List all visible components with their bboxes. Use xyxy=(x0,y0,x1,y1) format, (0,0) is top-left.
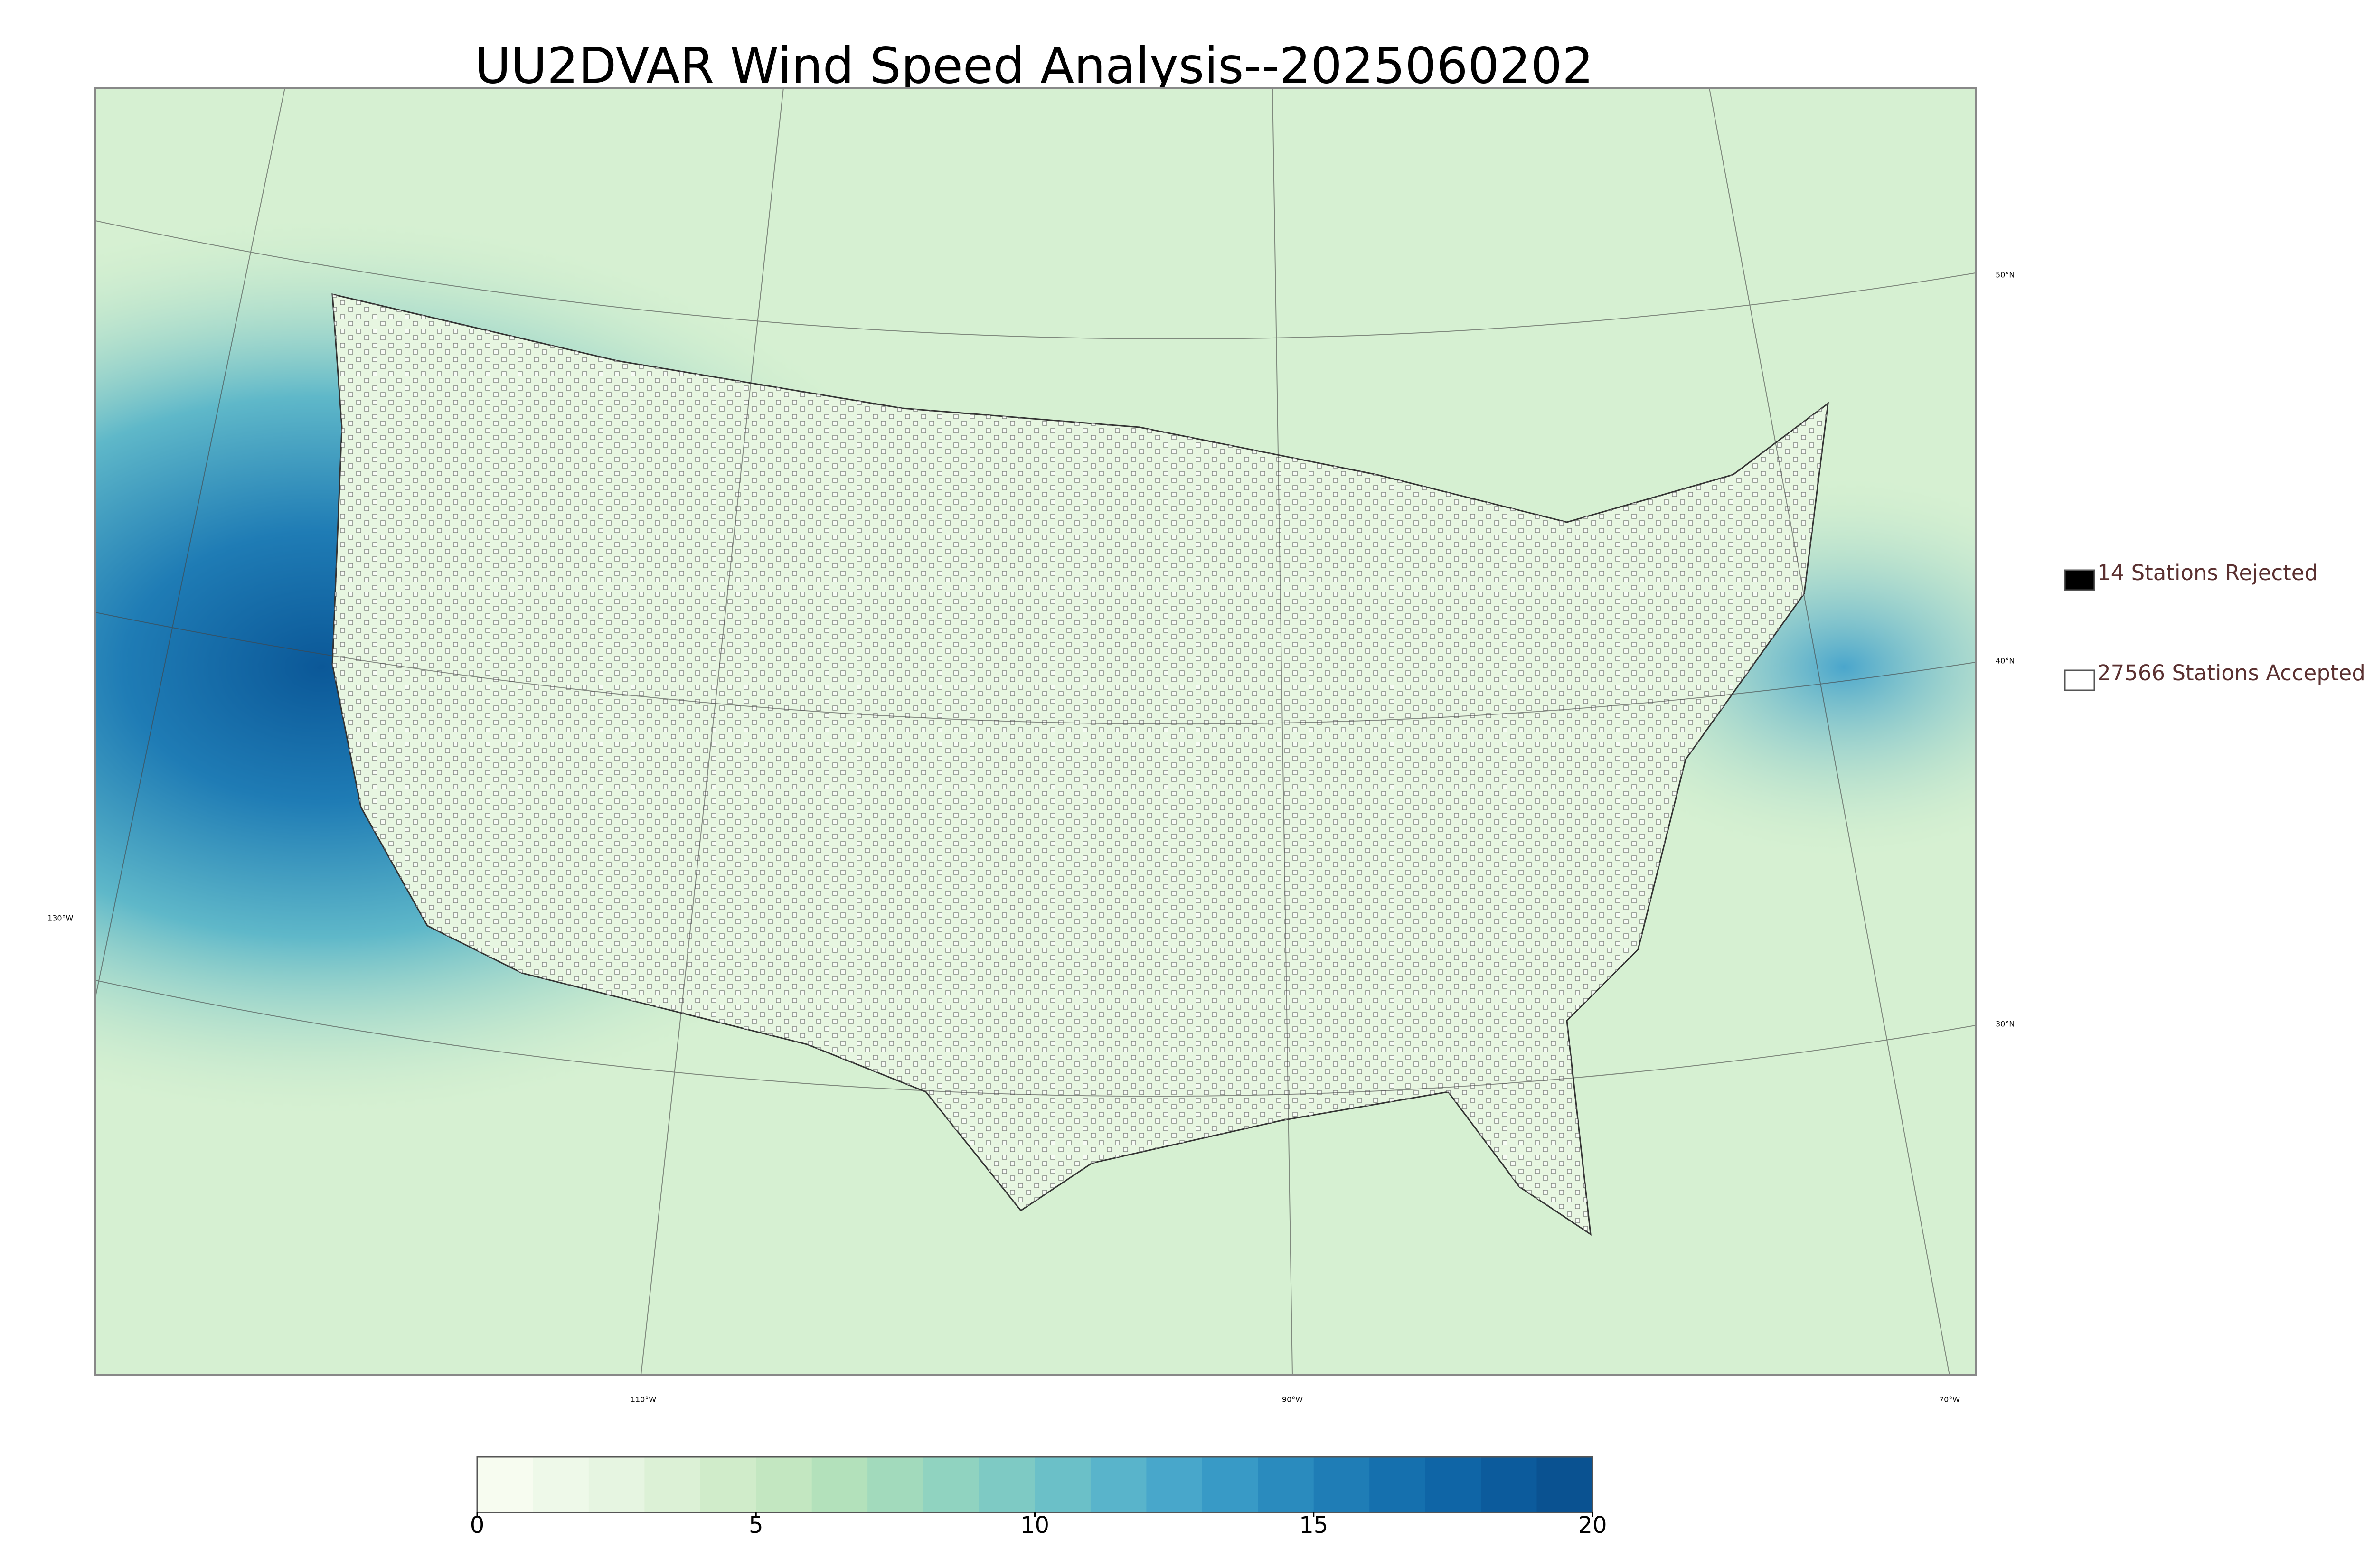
station-markers xyxy=(332,294,1828,1234)
colorbar-tick-label: 0 xyxy=(470,1512,485,1539)
lon-label: 90°W xyxy=(1282,1395,1303,1404)
graticule xyxy=(95,88,1976,1375)
legend-label: 14 Stations Rejected xyxy=(2097,560,2318,585)
colorbar-band xyxy=(1369,1457,1426,1512)
colorbar-band xyxy=(1090,1457,1147,1512)
colorbar-tick-label: 20 xyxy=(1578,1512,1607,1539)
lon-label: 130°W xyxy=(47,914,74,923)
colorbar-band xyxy=(1202,1457,1258,1512)
legend-marker xyxy=(2064,669,2095,691)
colorbar-band xyxy=(477,1457,533,1512)
colorbar-band xyxy=(811,1457,868,1512)
title: UU2DVAR Wind Speed Analysis--2025060202 xyxy=(475,37,1593,94)
colorbar-band xyxy=(1425,1457,1481,1512)
legend-label: 27566 Stations Accepted xyxy=(2097,660,2365,685)
colorbar-band xyxy=(644,1457,701,1512)
lat-label: 50°N xyxy=(1996,271,2015,280)
colorbar-band xyxy=(979,1457,1035,1512)
lon-label: 70°W xyxy=(1939,1395,1960,1404)
colorbar-band xyxy=(1146,1457,1203,1512)
colorbar-band xyxy=(1313,1457,1370,1512)
lat-label: 30°N xyxy=(1996,1020,2015,1029)
colorbar-band xyxy=(1258,1457,1314,1512)
map xyxy=(95,88,1976,1375)
colorbar-band xyxy=(1481,1457,1537,1512)
lon-label: 110°W xyxy=(631,1395,657,1404)
colorbar-tick-label: 15 xyxy=(1299,1512,1328,1539)
colorbar-band xyxy=(867,1457,924,1512)
graticule-labels: 50°N 40°N 30°N 130°W 110°W 90°W 70°W xyxy=(47,271,2015,1404)
colorbar-band xyxy=(1035,1457,1091,1512)
legend: 14 Stations Rejected 27566 Stations Accep… xyxy=(2064,560,2365,691)
colorbar-band xyxy=(588,1457,645,1512)
colorbar: 0 5 10 15 20 xyxy=(470,1456,1607,1539)
colorbar-band xyxy=(1536,1457,1593,1512)
colorbar-band xyxy=(533,1457,589,1512)
colorbar-band xyxy=(756,1457,812,1512)
colorbar-band xyxy=(700,1457,756,1512)
lat-label: 40°N xyxy=(1996,657,2015,666)
colorbar-tick-label: 10 xyxy=(1020,1512,1049,1539)
colorbar-tick-label: 5 xyxy=(749,1512,763,1539)
colorbar-band xyxy=(923,1457,980,1512)
map-frame xyxy=(94,87,1977,1376)
legend-marker xyxy=(2064,569,2095,591)
